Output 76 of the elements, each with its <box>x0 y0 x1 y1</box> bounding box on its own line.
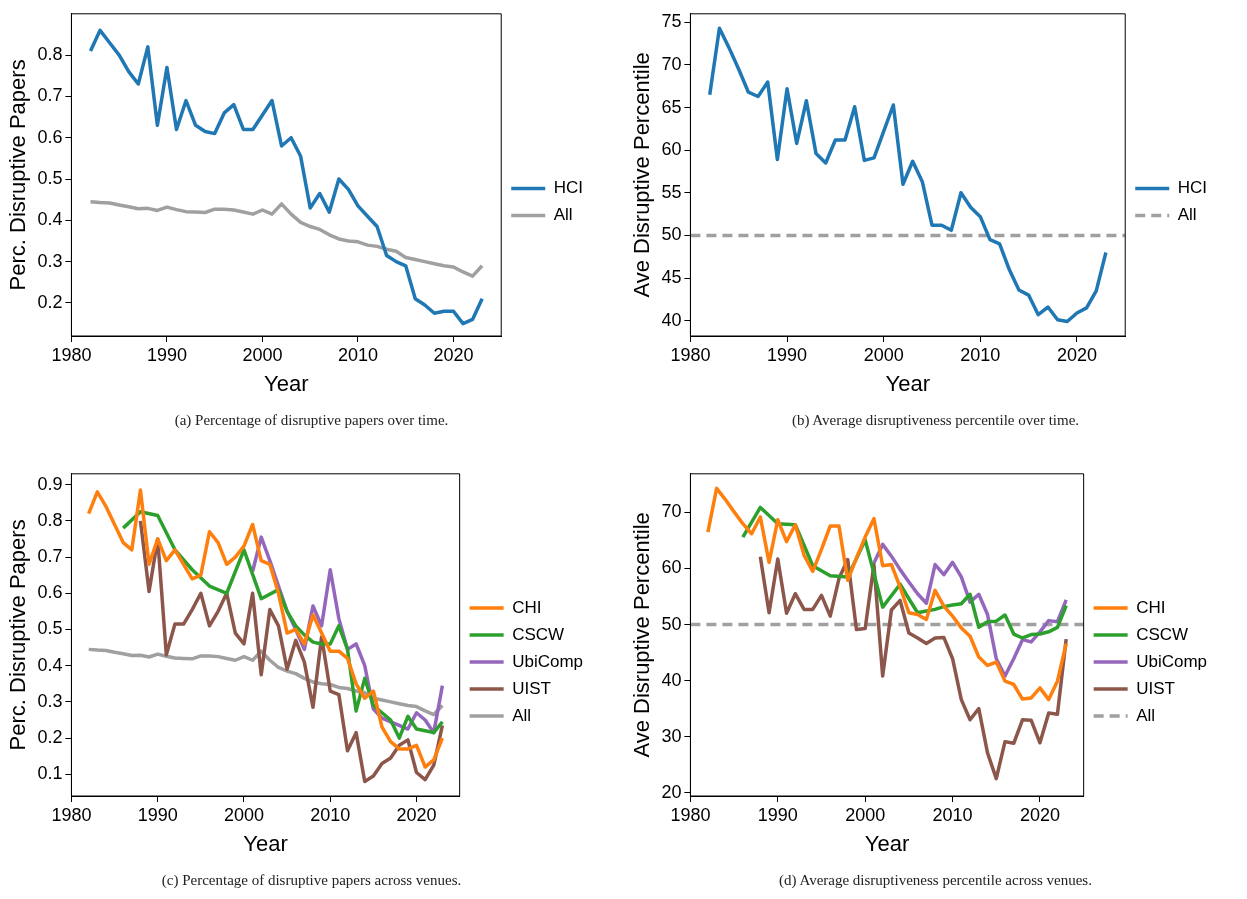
text: (d) Average disruptiveness percentile across venues. <box>778 872 1093 889</box>
x-tick-label: 2000 <box>223 804 264 825</box>
y-axis-title: Ave Disruptive Percentile <box>629 512 655 758</box>
legend-label: HCI <box>1177 178 1207 198</box>
legend-label: CHI <box>512 597 542 617</box>
legend-label: All <box>553 205 573 225</box>
x-tick-label: 2000 <box>242 344 283 365</box>
x-tick-label: 2000 <box>845 804 886 825</box>
y-tick-label: 0.7 <box>37 546 63 567</box>
y-tick-label: 75 <box>661 11 682 32</box>
legend-label: HCI <box>553 178 583 198</box>
x-tick-label: 1980 <box>51 344 92 365</box>
legend-label: UbiComp <box>1136 651 1207 671</box>
y-tick-label: 20 <box>661 781 682 802</box>
legend-label: CHI <box>1136 597 1166 617</box>
legend-label: All <box>1136 705 1156 725</box>
x-tick-label: 2020 <box>433 344 474 365</box>
x-tick-label: 1980 <box>51 804 92 825</box>
x-tick-label: 2010 <box>932 804 973 825</box>
legend-label: UbiComp <box>512 651 583 671</box>
x-axis-title: Year <box>243 830 288 856</box>
x-tick-label: 2010 <box>960 344 1001 365</box>
y-tick-label: 60 <box>661 557 682 578</box>
text: (a) Percentage of disruptive papers over time. <box>173 412 450 429</box>
y-tick-label: 0.3 <box>37 690 63 711</box>
x-tick-label: 1990 <box>757 804 798 825</box>
y-tick-label: 0.4 <box>37 209 63 230</box>
y-axis-title: Perc. Disruptive Papers <box>5 59 31 291</box>
legend-label: All <box>1177 205 1197 225</box>
y-tick-label: 55 <box>661 181 682 202</box>
x-tick-label: 1980 <box>670 804 711 825</box>
x-tick-label: 2020 <box>1019 804 1060 825</box>
x-tick-label: 2020 <box>396 804 437 825</box>
text: (b) Average disruptiveness percentile over time. <box>790 412 1081 429</box>
y-tick-label: 0.3 <box>37 250 63 271</box>
y-tick-label: 0.6 <box>37 582 63 603</box>
legend-label: UIST <box>512 678 551 698</box>
y-tick-label: 40 <box>661 309 682 330</box>
y-tick-label: 40 <box>661 669 682 690</box>
x-tick-label: 2010 <box>337 344 378 365</box>
y-tick-label: 70 <box>661 501 682 522</box>
y-tick-label: 0.5 <box>37 168 63 188</box>
legend-label: All <box>512 705 532 725</box>
y-tick-label: 45 <box>661 267 682 288</box>
x-tick-label: 1990 <box>146 344 187 365</box>
y-tick-label: 50 <box>661 224 682 245</box>
y-axis-title: Perc. Disruptive Papers <box>5 519 31 751</box>
y-tick-label: 70 <box>661 53 682 74</box>
x-axis-title: Year <box>864 830 910 856</box>
x-tick-label: 1980 <box>670 344 711 365</box>
y-tick-label: 0.2 <box>37 291 63 312</box>
y-tick-label: 0.8 <box>37 509 63 530</box>
x-tick-label: 1990 <box>137 804 178 825</box>
y-tick-label: 60 <box>661 139 682 160</box>
x-tick-label: 2020 <box>1056 344 1097 365</box>
y-tick-label: 0.4 <box>37 654 63 675</box>
y-tick-label: 0.2 <box>37 727 63 748</box>
legend-label: CSCW <box>1136 624 1189 644</box>
x-axis-title: Year <box>264 370 309 396</box>
y-tick-label: 0.8 <box>37 44 63 65</box>
x-axis-title: Year <box>885 370 931 396</box>
y-tick-label: 65 <box>661 96 682 117</box>
legend-label: UIST <box>1136 678 1175 698</box>
y-tick-label: 0.5 <box>37 618 63 639</box>
x-tick-label: 1990 <box>767 344 808 365</box>
y-tick-label: 0.9 <box>37 473 63 494</box>
y-tick-label: 0.7 <box>37 85 63 106</box>
y-tick-label: 50 <box>661 613 682 634</box>
y-tick-label: 30 <box>661 725 682 746</box>
text: (c) Percentage of disruptive papers across venues. <box>160 872 463 889</box>
legend-label: CSCW <box>512 624 565 644</box>
y-tick-label: 0.6 <box>37 126 63 147</box>
x-tick-label: 2010 <box>310 804 351 825</box>
y-axis-title: Ave Disruptive Percentile <box>629 52 655 298</box>
x-tick-label: 2000 <box>863 344 904 365</box>
y-tick-label: 0.1 <box>37 763 63 784</box>
